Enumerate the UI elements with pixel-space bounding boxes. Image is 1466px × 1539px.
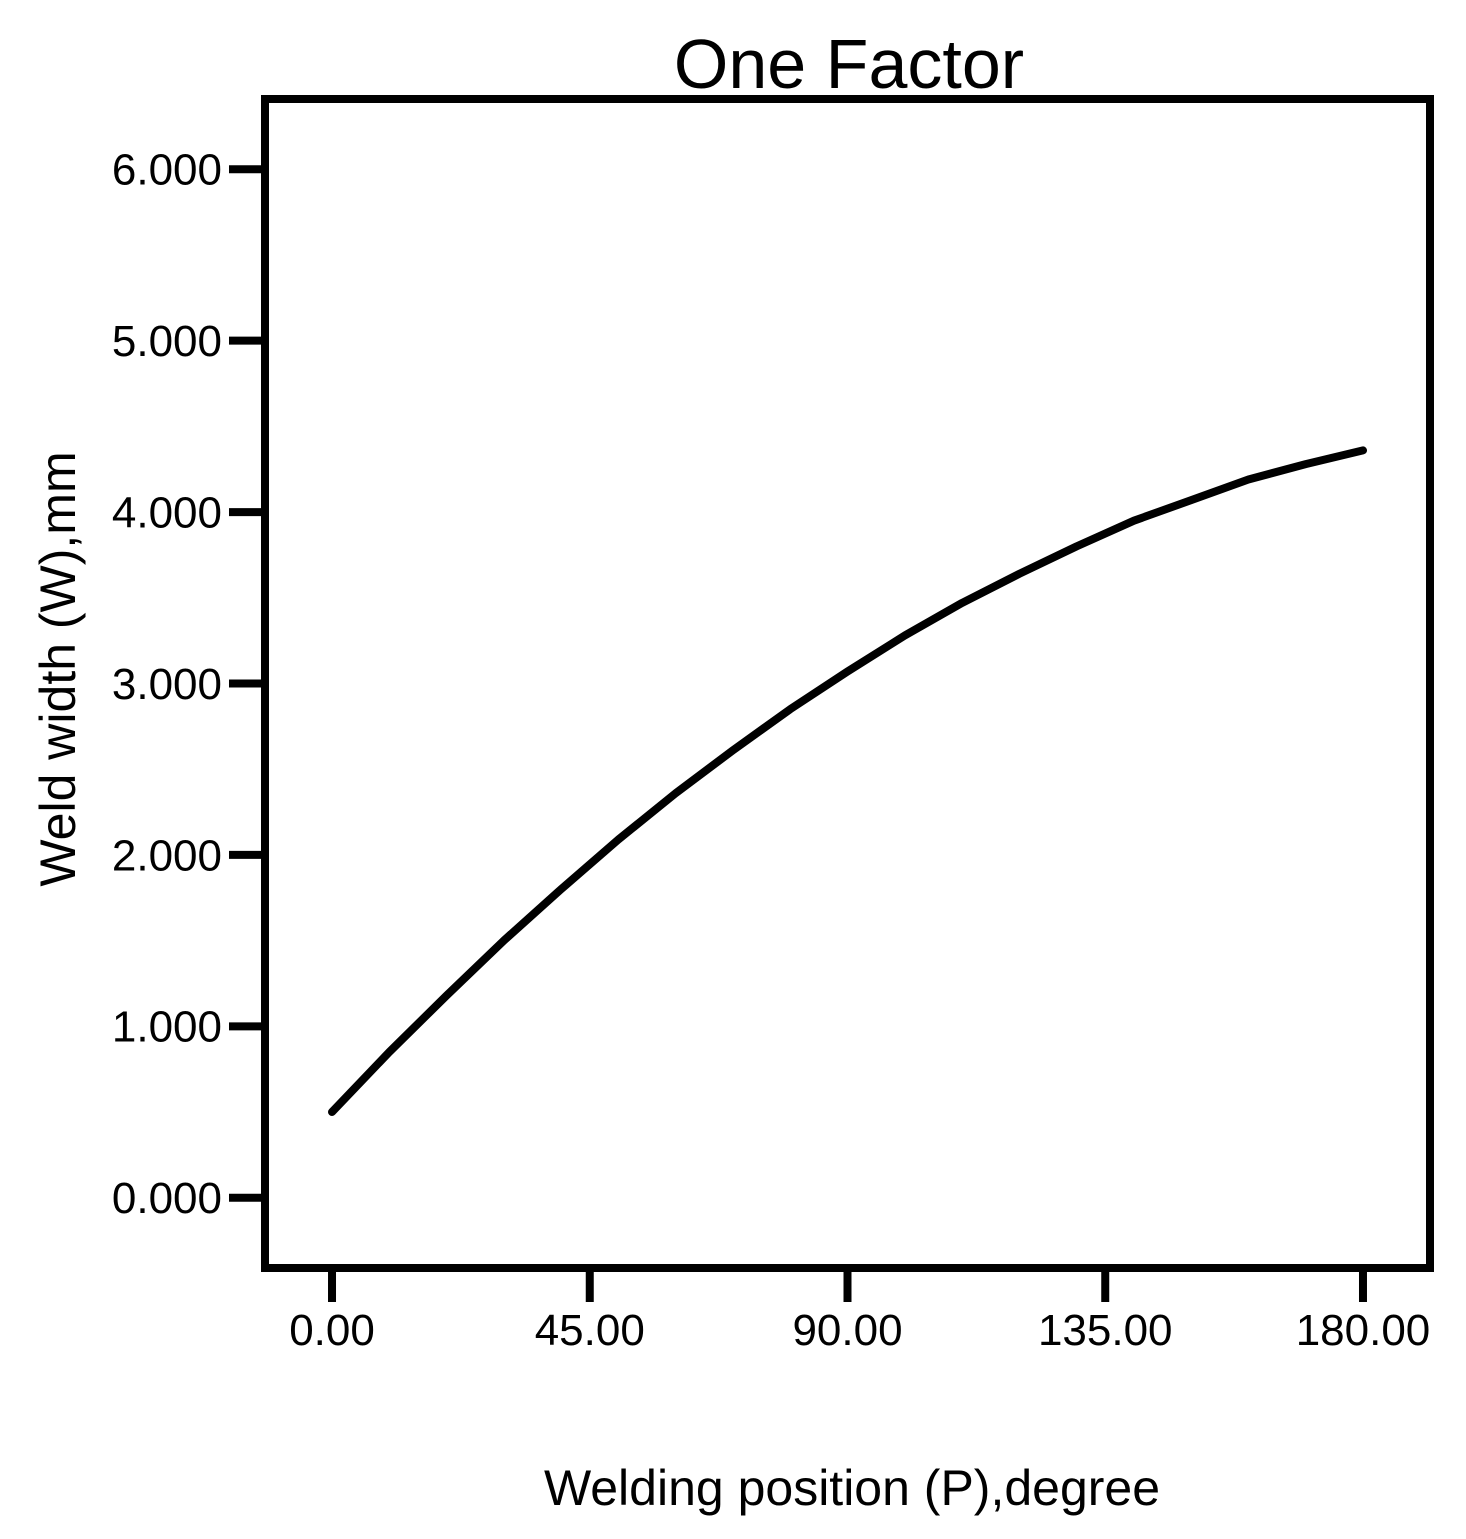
y-axis-ticks: 0.000 1.000 2.000 3.000 4.000 5.000 6.000 — [112, 146, 265, 1223]
x-tick-label: 180.00 — [1296, 1306, 1431, 1355]
x-tick-label: 45.00 — [535, 1306, 645, 1355]
x-tick-label: 0.00 — [289, 1306, 375, 1355]
y-tick-label: 0.000 — [112, 1174, 222, 1223]
y-axis-label: Weld width (W),mm — [30, 451, 86, 886]
y-tick-label: 4.000 — [112, 488, 222, 537]
y-tick-label: 1.000 — [112, 1003, 222, 1052]
y-tick-label: 5.000 — [112, 317, 222, 366]
y-tick-label: 3.000 — [112, 660, 222, 709]
data-curve — [328, 446, 1367, 1116]
plot-area-border — [261, 95, 1434, 1272]
y-tick-label: 6.000 — [112, 146, 222, 195]
x-tick-label: 90.00 — [792, 1306, 902, 1355]
x-axis-ticks: 0.00 45.00 90.00 135.00 180.00 — [289, 1268, 1430, 1355]
y-tick-label: 2.000 — [112, 831, 222, 880]
chart-title: One Factor — [674, 25, 1024, 103]
x-axis-label: Welding position (P),degree — [544, 1460, 1160, 1516]
x-tick-label: 135.00 — [1038, 1306, 1173, 1355]
